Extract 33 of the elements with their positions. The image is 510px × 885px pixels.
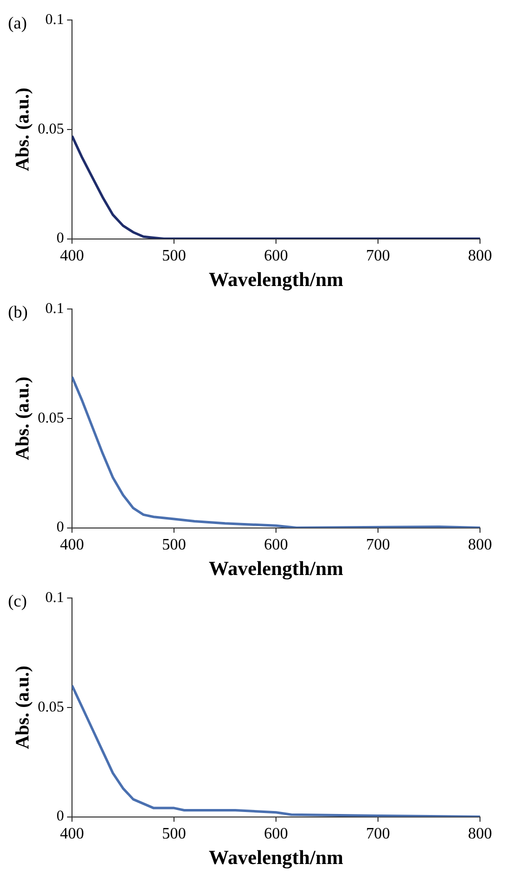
y-tick-label: 0.05 (38, 410, 64, 426)
x-tick-label: 600 (264, 248, 288, 265)
chart-title: (c) (8, 591, 27, 610)
chart-title: (b) (8, 302, 28, 322)
x-tick-label: 400 (60, 248, 84, 265)
y-tick-label: 0.05 (38, 699, 64, 716)
x-tick-label: 700 (366, 536, 390, 554)
y-axis-title: Abs. (a.u.) (12, 376, 34, 460)
y-tick-label: 0.05 (38, 121, 64, 138)
x-axis-title: Wavelength/nm (208, 269, 344, 292)
x-tick-label: 400 (60, 826, 84, 843)
x-tick-label: 600 (264, 826, 288, 843)
x-tick-label: 500 (162, 536, 186, 554)
chart-title: (a) (8, 13, 27, 32)
y-axis-title: Abs. (a.u.) (12, 88, 34, 172)
x-tick-label: 800 (468, 248, 492, 265)
x-axis-title: Wavelength/nm (208, 847, 344, 870)
x-tick-label: 500 (162, 248, 186, 265)
x-tick-label: 700 (366, 826, 390, 843)
y-tick-label: 0.1 (45, 300, 64, 317)
x-tick-label: 500 (162, 826, 186, 843)
x-tick-label: 400 (60, 536, 84, 554)
y-axis-title: Abs. (a.u.) (12, 666, 34, 750)
x-tick-label: 700 (366, 248, 390, 265)
y-tick-label: 0.1 (45, 590, 64, 606)
x-tick-label: 800 (468, 536, 492, 554)
x-tick-label: 600 (264, 536, 288, 554)
y-tick-label: 0.1 (45, 12, 64, 28)
y-tick-label: 0 (56, 808, 64, 825)
x-axis-title: Wavelength/nm (208, 558, 344, 580)
y-tick-label: 0 (56, 230, 64, 247)
x-tick-label: 800 (468, 826, 492, 843)
y-tick-label: 0 (56, 520, 64, 536)
